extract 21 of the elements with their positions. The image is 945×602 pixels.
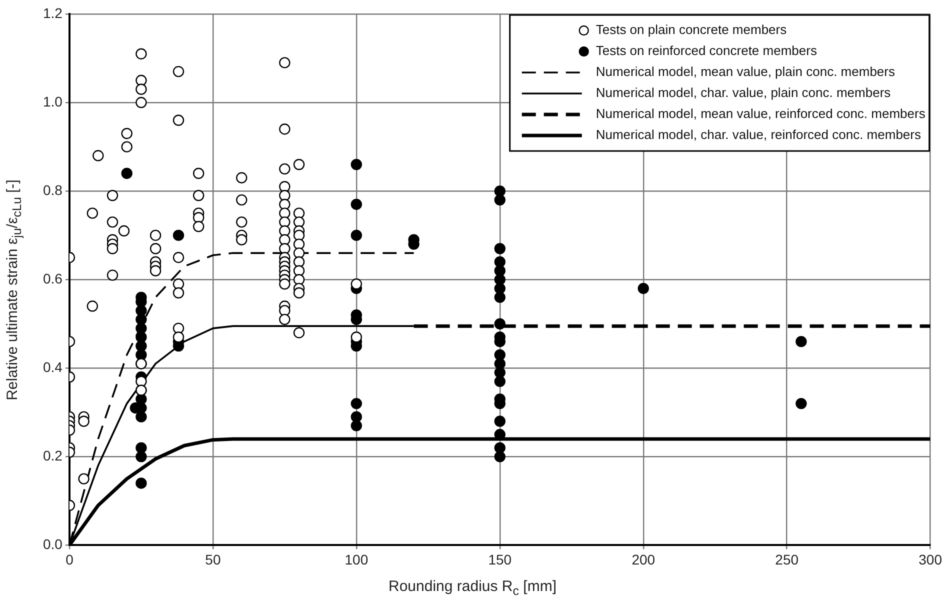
legend-label: Numerical model, char. value, reinforced conc. members (596, 127, 922, 142)
x-tick-label: 200 (632, 551, 656, 568)
y-tick-label: 0.2 (42, 448, 63, 464)
x-axis-title: Rounding radius R$_{c}$ [mm] (388, 578, 558, 598)
x-tick-label: 300 (918, 551, 942, 568)
x-tick-label: 250 (775, 551, 799, 568)
y-tick-label: 0.0 (42, 536, 63, 552)
legend-label: Tests on plain concrete members (596, 22, 788, 38)
legend-label: Numerical model, char. value, plain conc. members (596, 85, 892, 100)
legend-label: Numerical model, mean value, plain conc. members (596, 64, 896, 80)
y-tick-label: 0.8 (42, 182, 63, 198)
x-tick-label: 50 (205, 551, 221, 568)
y-tick-label: 0.6 (42, 270, 63, 286)
x-tick-label: 0 (66, 551, 74, 568)
y-tick-label: 1.2 (42, 4, 63, 21)
y-tick-label: 1.0 (42, 93, 63, 110)
x-tick-label: 150 (488, 551, 512, 568)
x-tick-label: 100 (344, 551, 368, 568)
legend-label: Numerical model, mean value, reinforced conc. members (596, 106, 926, 122)
y-tick-label: 0.4 (42, 358, 63, 375)
legend-label: Tests on reinforced concrete members (596, 43, 818, 58)
